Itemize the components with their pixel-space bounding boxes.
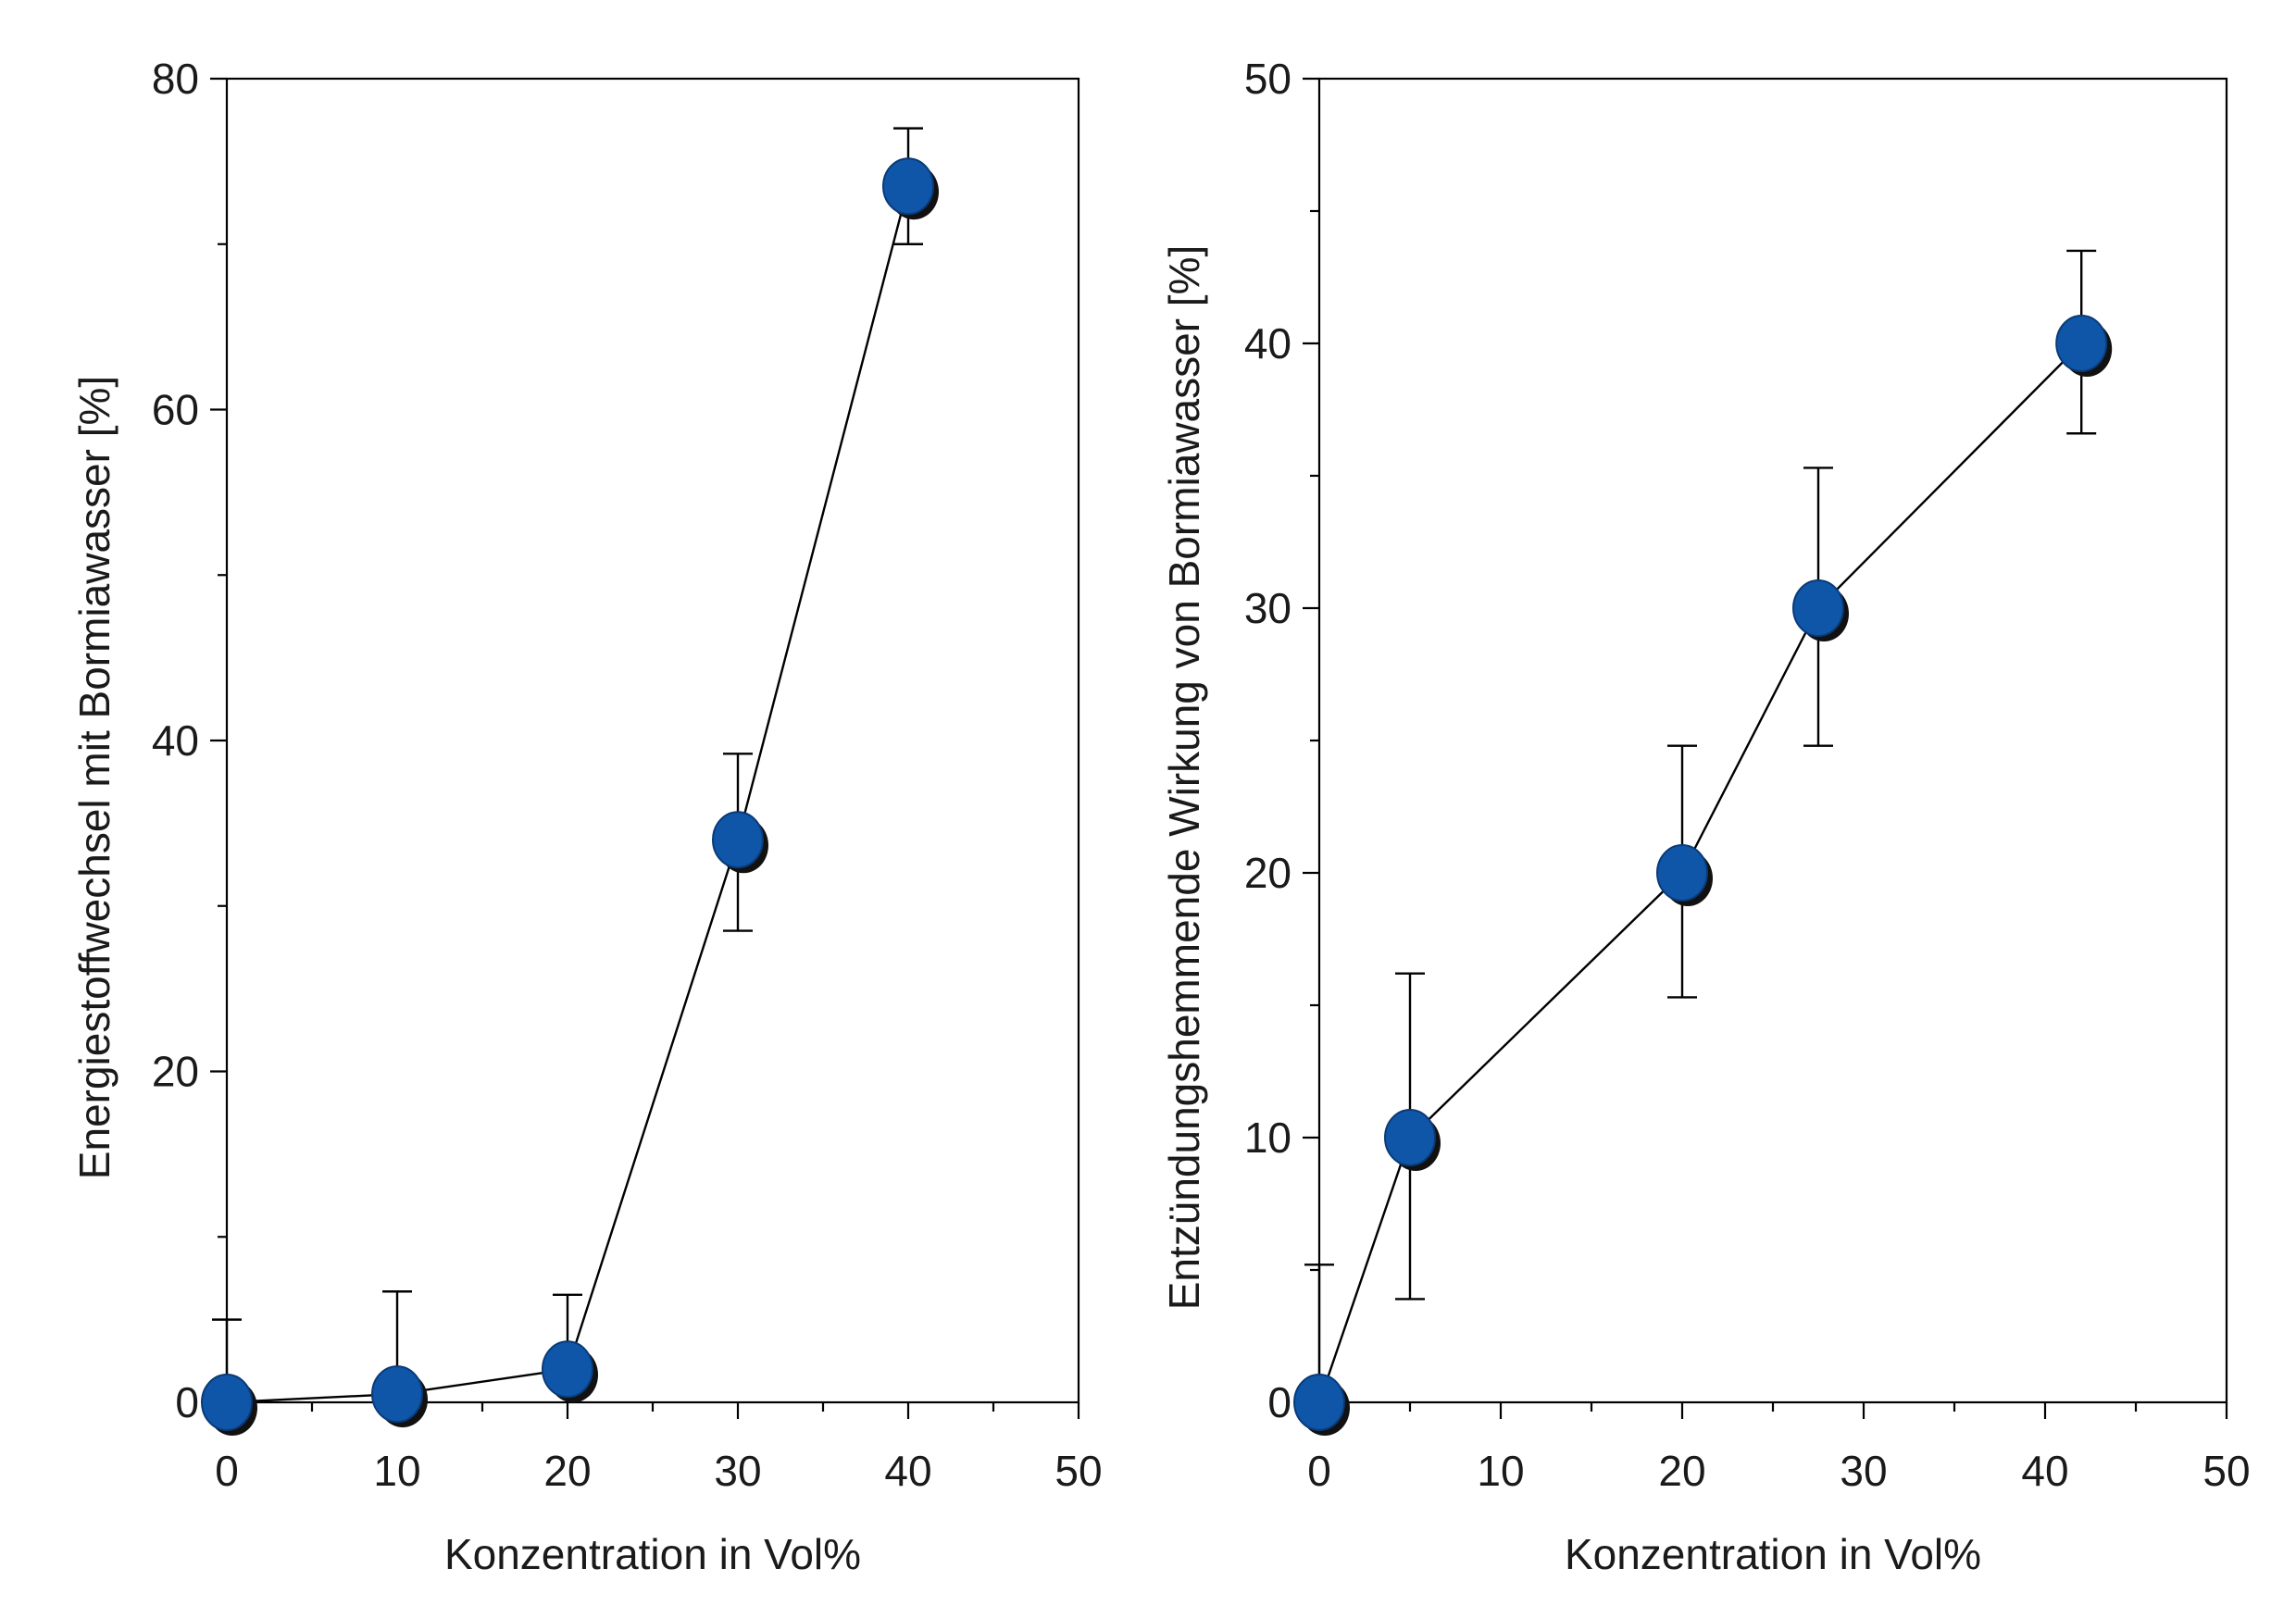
- chart-left-energiestoffwechsel: 0 10 20 30 40 50 0 20 40 60 80 Konzentration in Vol…: [70, 55, 1103, 1578]
- x-tick-label: 30: [1840, 1447, 1887, 1495]
- y-axis-title: Energiestoffwechsel mit Bormiawasser [%]: [70, 376, 119, 1179]
- data-point: [1656, 844, 1708, 902]
- data-point: [371, 1365, 423, 1424]
- x-tick-label: 50: [2202, 1447, 2250, 1495]
- x-tick-label: 50: [1054, 1447, 1102, 1495]
- y-axis-title: Entzündungshemmende Wirkung von Bormiawa…: [1160, 245, 1208, 1311]
- x-tick-label: 10: [373, 1447, 420, 1495]
- y-tick-label: 50: [1244, 55, 1292, 103]
- y-tick-label: 40: [152, 716, 199, 765]
- y-tick-label: 80: [152, 55, 199, 103]
- data-point: [201, 1374, 253, 1431]
- data-point: [542, 1340, 593, 1399]
- x-tick-label: 20: [543, 1447, 591, 1495]
- data-point: [882, 157, 934, 216]
- data-point: [2055, 315, 2108, 372]
- x-tick-label: 0: [215, 1447, 239, 1495]
- y-tick-label: 0: [1267, 1378, 1292, 1426]
- x-axis-title: Konzentration in Vol%: [444, 1530, 861, 1578]
- y-tick-label: 0: [175, 1378, 199, 1426]
- x-tick-label: 0: [1307, 1447, 1331, 1495]
- y-tick-label: 20: [1244, 849, 1292, 897]
- y-tick-label: 20: [152, 1048, 199, 1096]
- y-tick-label: 10: [1244, 1114, 1292, 1162]
- x-tick-label: 10: [1477, 1447, 1524, 1495]
- data-point: [1384, 1109, 1436, 1166]
- x-tick-label: 40: [2021, 1447, 2068, 1495]
- y-tick-label: 40: [1244, 319, 1292, 367]
- chart-right-entzuendungshemmung: 0 10 20 30 40 50 0 10 20 30 40 50 Konzentration in V…: [1160, 55, 2251, 1578]
- x-tick-label: 20: [1658, 1447, 1705, 1495]
- series-line: [226, 185, 910, 1404]
- x-axis-title: Konzentration in Vol%: [1565, 1530, 1981, 1578]
- plot-frame: [225, 77, 1080, 1404]
- series-0: [201, 127, 939, 1436]
- data-point: [712, 811, 764, 869]
- data-point: [1293, 1374, 1345, 1431]
- series-0: [1293, 249, 2113, 1436]
- x-tick-label: 30: [714, 1447, 761, 1495]
- y-tick-label: 30: [1244, 584, 1292, 632]
- y-tick-label: 60: [152, 386, 199, 434]
- x-tick-label: 40: [884, 1447, 931, 1495]
- data-point: [1792, 579, 1844, 637]
- plot-frame: [1317, 77, 2228, 1404]
